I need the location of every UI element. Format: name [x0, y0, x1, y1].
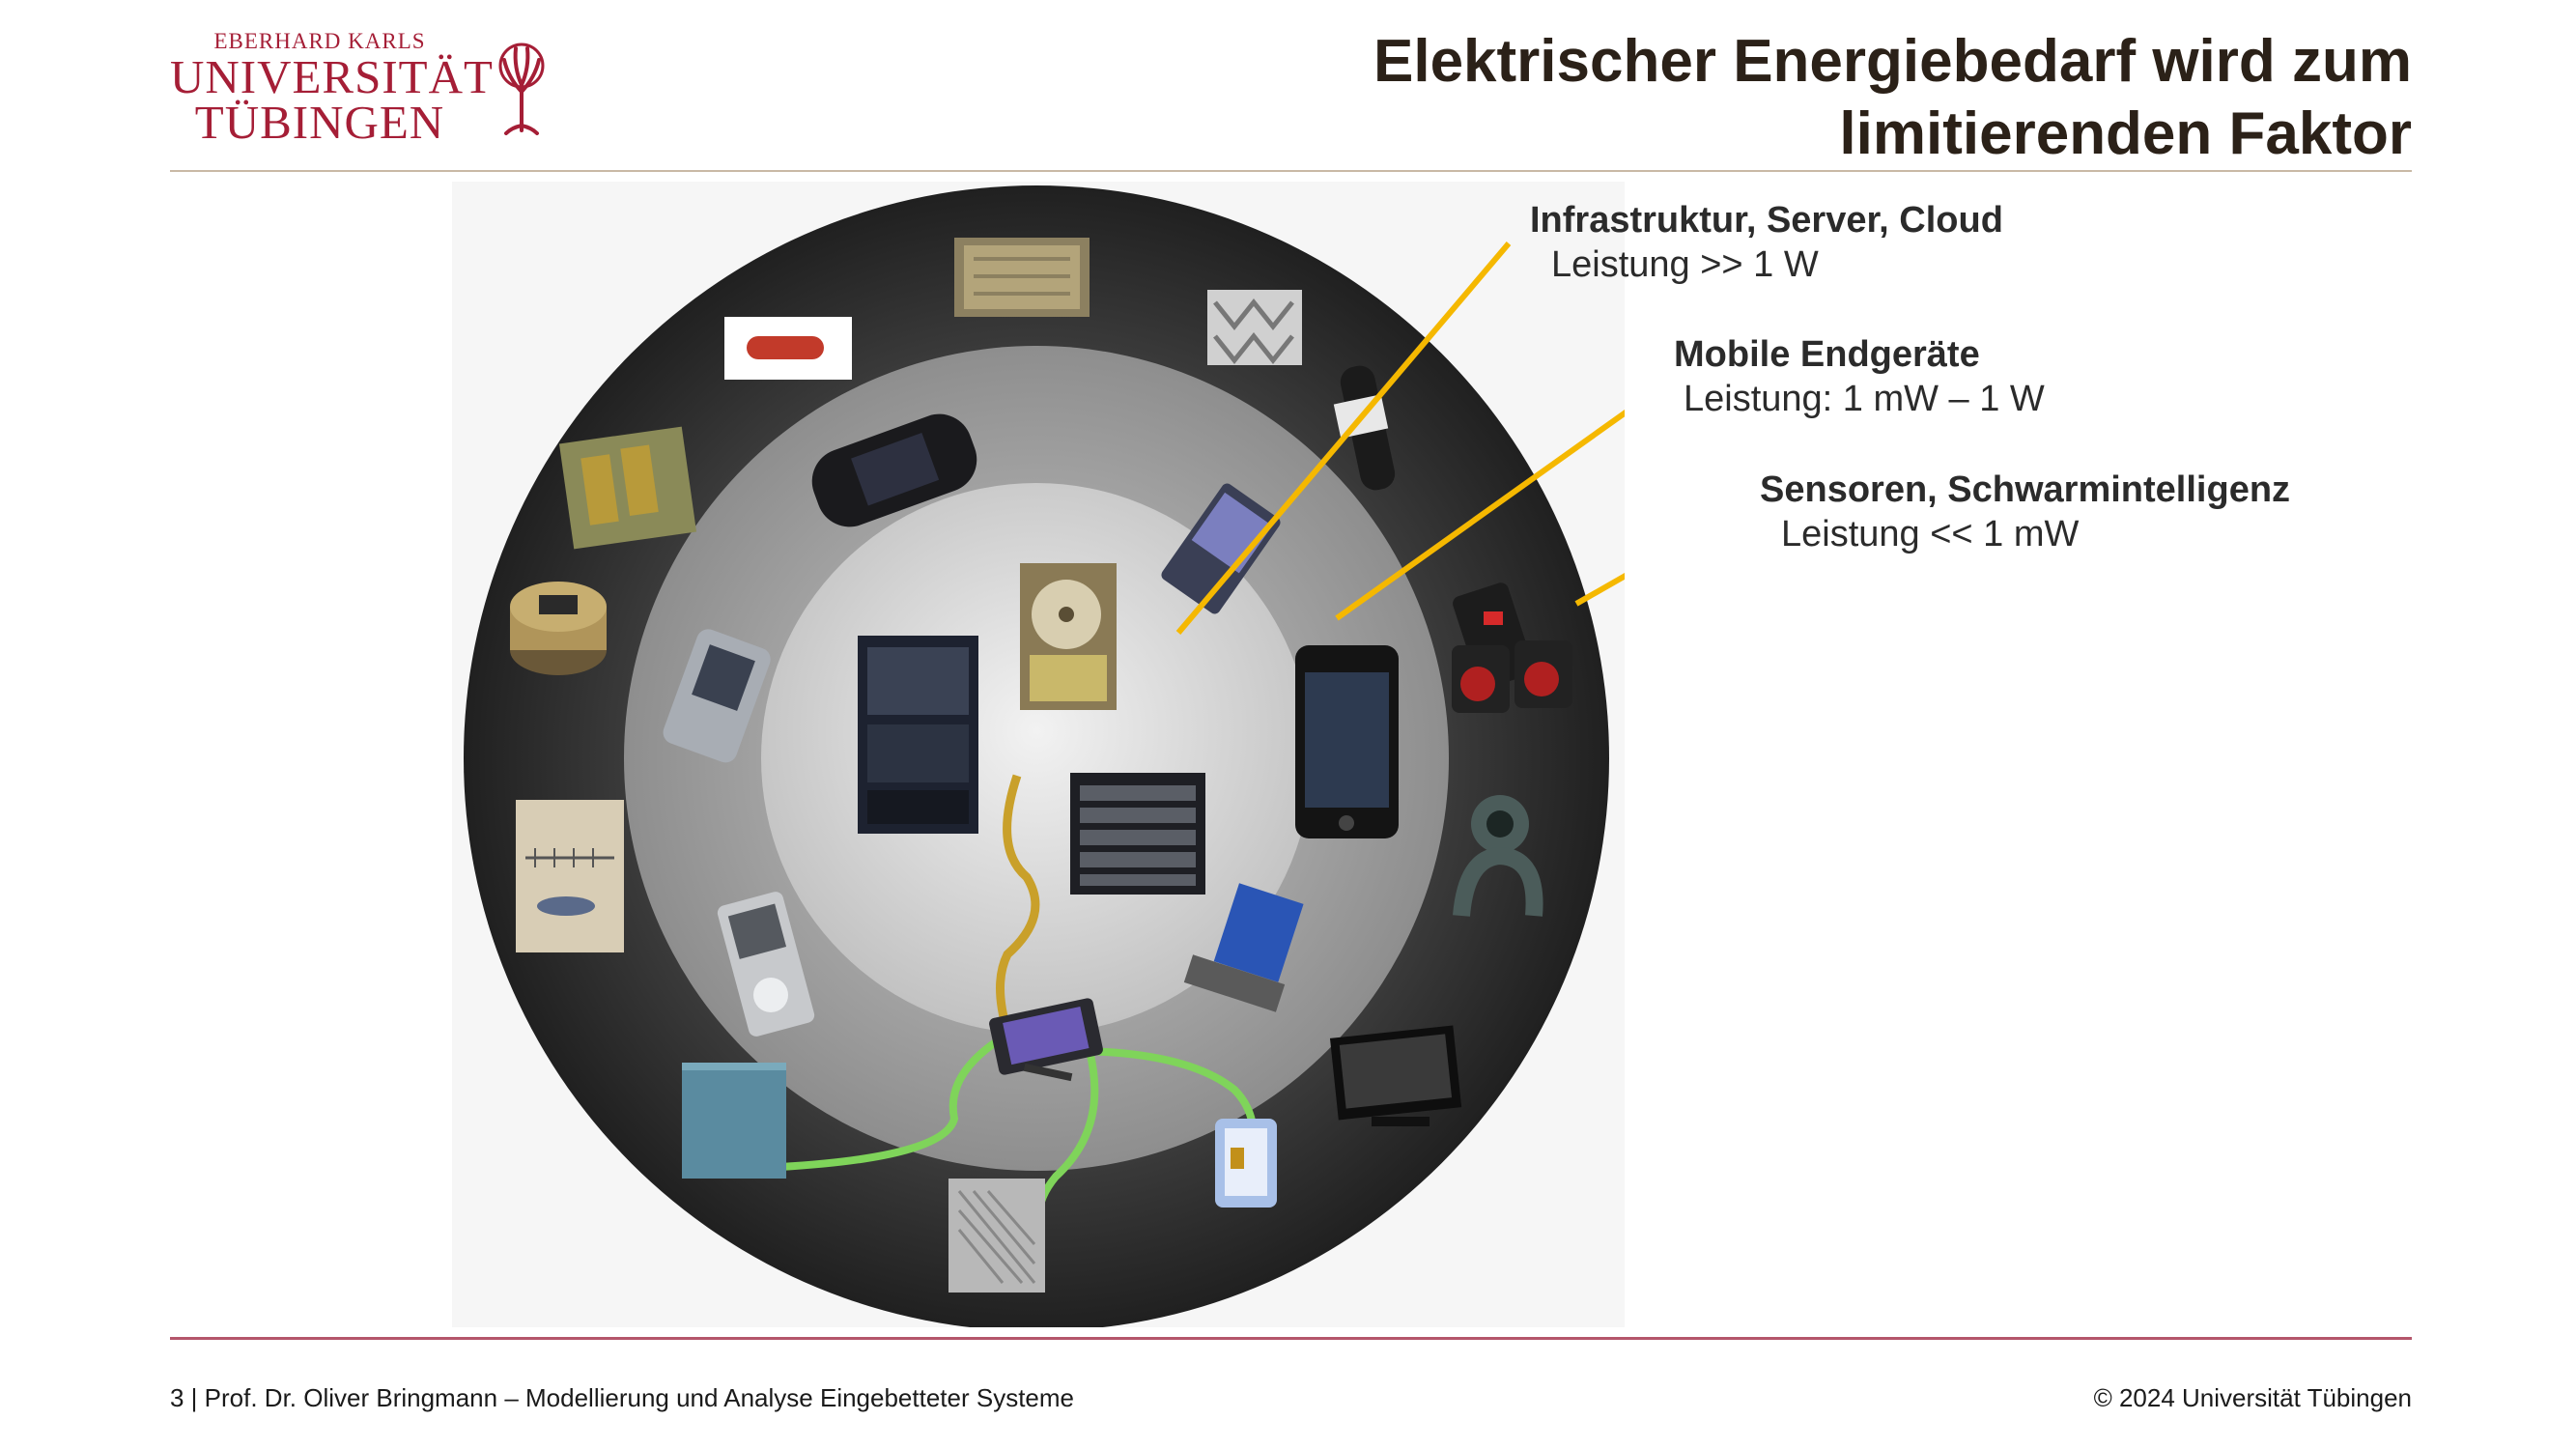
speaker-icon	[1452, 582, 1572, 713]
hard-disk-icon	[1020, 563, 1117, 710]
title-line-2: limitierenden Faktor	[1839, 100, 2412, 167]
tablet-icon	[989, 998, 1103, 1082]
green-cable-right	[1069, 1047, 1258, 1139]
label-sensors: Sensoren, Schwarmintelligenz Leistung <<…	[1760, 468, 2290, 556]
footer-divider	[170, 1337, 2412, 1340]
logo-line-3: TÜBINGEN	[194, 96, 445, 149]
leader-line-mobile	[1335, 409, 1625, 621]
heatsink-icon	[948, 1179, 1045, 1293]
gold-cable	[996, 774, 1040, 1034]
logo-line-1: EBERHARD KARLS	[213, 29, 426, 53]
rfid-tag-icon	[1215, 1119, 1277, 1208]
footer-copyright: © 2024 Universität Tübingen	[2093, 1383, 2412, 1412]
palm-tree-icon	[498, 43, 545, 135]
battery-pack-icon	[1207, 290, 1302, 365]
title-line-1: Elektrischer Energiebedarf wird zum	[1373, 28, 2412, 95]
university-logo: EBERHARD KARLS UNIVERSITÄT TÜBINGEN	[170, 29, 576, 149]
flip-phone-icon	[663, 629, 771, 763]
logo-line-2: UNIVERSITÄT	[170, 50, 494, 103]
label-mobile: Mobile Endgeräte Leistung: 1 mW – 1 W	[1674, 332, 2045, 421]
smartphone-icon	[1295, 645, 1399, 838]
label-mobile-heading: Mobile Endgeräte	[1674, 334, 1980, 375]
mp3-player-icon	[717, 892, 815, 1037]
webcam-icon	[1453, 795, 1543, 917]
chip-icon	[954, 238, 1090, 317]
leader-line-sensors	[1574, 572, 1625, 607]
slide-title: Elektrischer Energiebedarf wird zum limi…	[1253, 25, 2412, 170]
blade-server-icon	[1070, 773, 1205, 895]
label-mobile-detail: Leistung: 1 mW – 1 W	[1684, 379, 2045, 419]
logo-wordmark: EBERHARD KARLS UNIVERSITÄT TÜBINGEN	[170, 29, 494, 149]
footer-course-info: 3 | Prof. Dr. Oliver Bringmann – Modelli…	[170, 1383, 1075, 1412]
ruler-sensor-icon	[516, 800, 624, 952]
server-rack-icon	[858, 636, 978, 834]
inner-disc	[761, 483, 1312, 1034]
label-sensors-detail: Leistung << 1 mW	[1781, 514, 2080, 554]
blue-module-icon	[682, 1063, 786, 1179]
leader-line-infrastructure	[1175, 242, 1512, 635]
circuit-cube-icon	[558, 426, 697, 550]
coin-battery-icon	[510, 582, 607, 675]
label-infrastructure-heading: Infrastruktur, Server, Cloud	[1530, 200, 2003, 241]
label-infrastructure-detail: Leistung >> 1 W	[1551, 244, 1819, 285]
green-cable-left	[779, 1028, 1014, 1171]
micro-sensor-icon	[724, 317, 852, 380]
laptop-icon	[1183, 883, 1304, 1012]
monitor-icon	[1329, 1025, 1462, 1126]
pda-icon	[1161, 483, 1281, 614]
game-console-icon	[811, 413, 977, 527]
device-rings-diagram	[452, 182, 1625, 1327]
label-sensors-heading: Sensoren, Schwarmintelligenz	[1760, 469, 2291, 510]
label-infrastructure: Infrastruktur, Server, Cloud Leistung >>…	[1530, 198, 2003, 287]
header-divider	[170, 170, 2412, 172]
